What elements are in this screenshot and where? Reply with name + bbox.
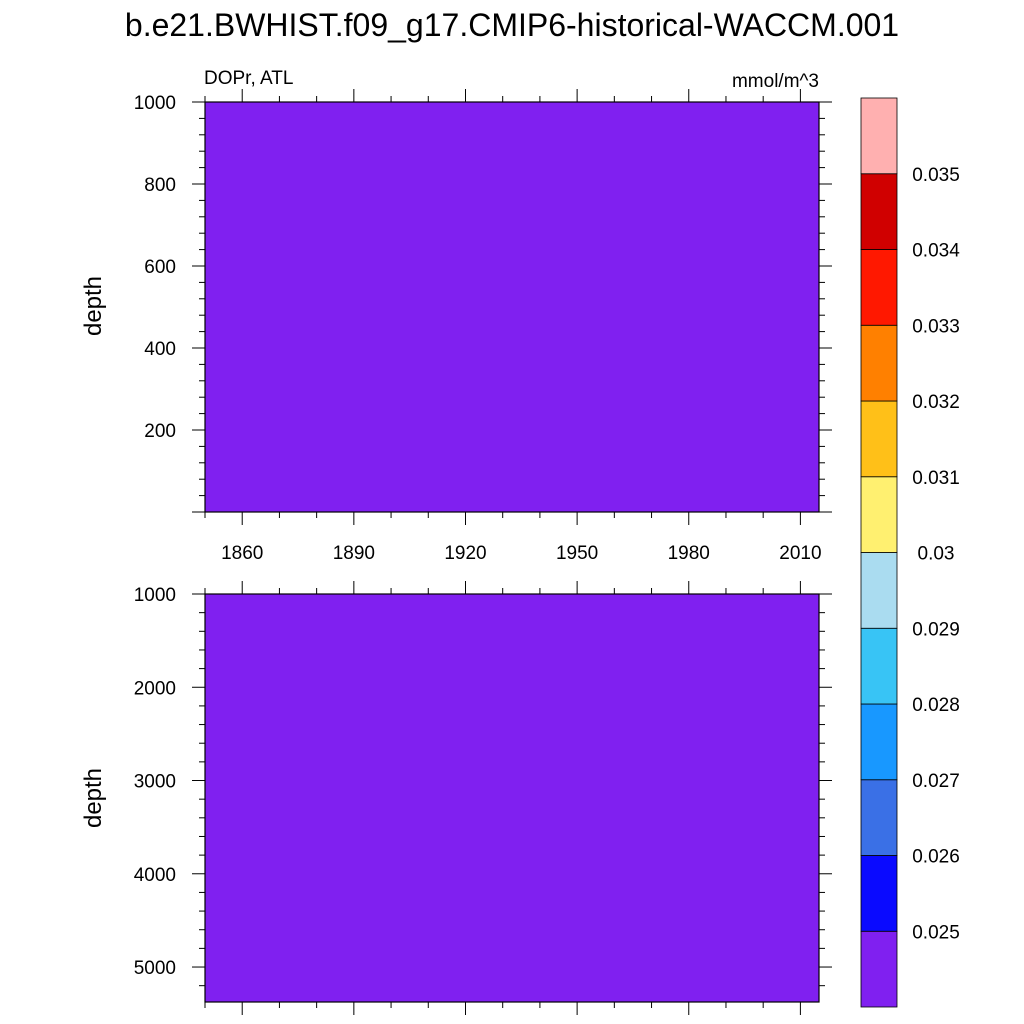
colorbar-label: 0.027 [912, 771, 960, 792]
y-tick-label: 600 [144, 257, 176, 278]
colorbar-box [860, 703, 898, 781]
colorbar-box [860, 855, 898, 932]
colorbar-label: 0.025 [912, 922, 960, 943]
lower-ylabel: depth [80, 768, 107, 828]
x-tick-label: 1950 [556, 543, 598, 564]
colorbar-box [860, 400, 898, 478]
chart-title: b.e21.BWHIST.f09_g17.CMIP6-historical-WA… [125, 7, 899, 43]
y-tick-label: 400 [144, 339, 176, 360]
variable-label: DOPr, ATL [204, 68, 293, 89]
colorbar-label: 0.03 [918, 544, 955, 565]
colorbar-label: 0.026 [912, 847, 960, 868]
y-tick-label: 1000 [134, 93, 176, 114]
units-label: mmol/m^3 [732, 71, 819, 92]
colorbar-label: 0.033 [912, 316, 960, 337]
colorbar-box [860, 249, 898, 326]
y-tick-label: 2000 [134, 678, 176, 699]
colorbar-box [860, 779, 898, 856]
upper-plot-frame [204, 101, 820, 513]
colorbar-box [860, 627, 898, 705]
x-tick-label: 1860 [221, 543, 263, 564]
colorbar-label: 0.035 [912, 165, 960, 186]
y-tick-label: 5000 [134, 958, 176, 979]
x-tick-label: 1890 [333, 543, 375, 564]
x-tick-label: 1920 [444, 543, 486, 564]
upper-filled-region [205, 102, 819, 512]
colorbar-label: 0.032 [912, 392, 960, 413]
upper-ylabel: depth [80, 276, 107, 336]
x-tick-label: 2010 [779, 543, 821, 564]
colorbar-box [860, 97, 898, 175]
lower-plot-frame [204, 593, 820, 1003]
colorbar-box [860, 552, 898, 629]
x-tick-label: 1980 [668, 543, 710, 564]
colorbar-label: 0.031 [912, 468, 960, 489]
y-tick-label: 1000 [134, 585, 176, 606]
colorbar-box [860, 173, 898, 250]
colorbar-box [860, 476, 898, 553]
y-tick-label: 800 [144, 175, 176, 196]
colorbar-label: 0.028 [912, 695, 960, 716]
colorbar-box [860, 324, 898, 402]
colorbar-box [860, 930, 898, 1008]
y-tick-label: 3000 [134, 772, 176, 793]
colorbar-label: 0.034 [912, 241, 960, 262]
lower-filled-region [205, 594, 819, 1002]
y-tick-label: 200 [144, 421, 176, 442]
colorbar-label: 0.029 [912, 619, 960, 640]
y-tick-label: 4000 [134, 865, 176, 886]
